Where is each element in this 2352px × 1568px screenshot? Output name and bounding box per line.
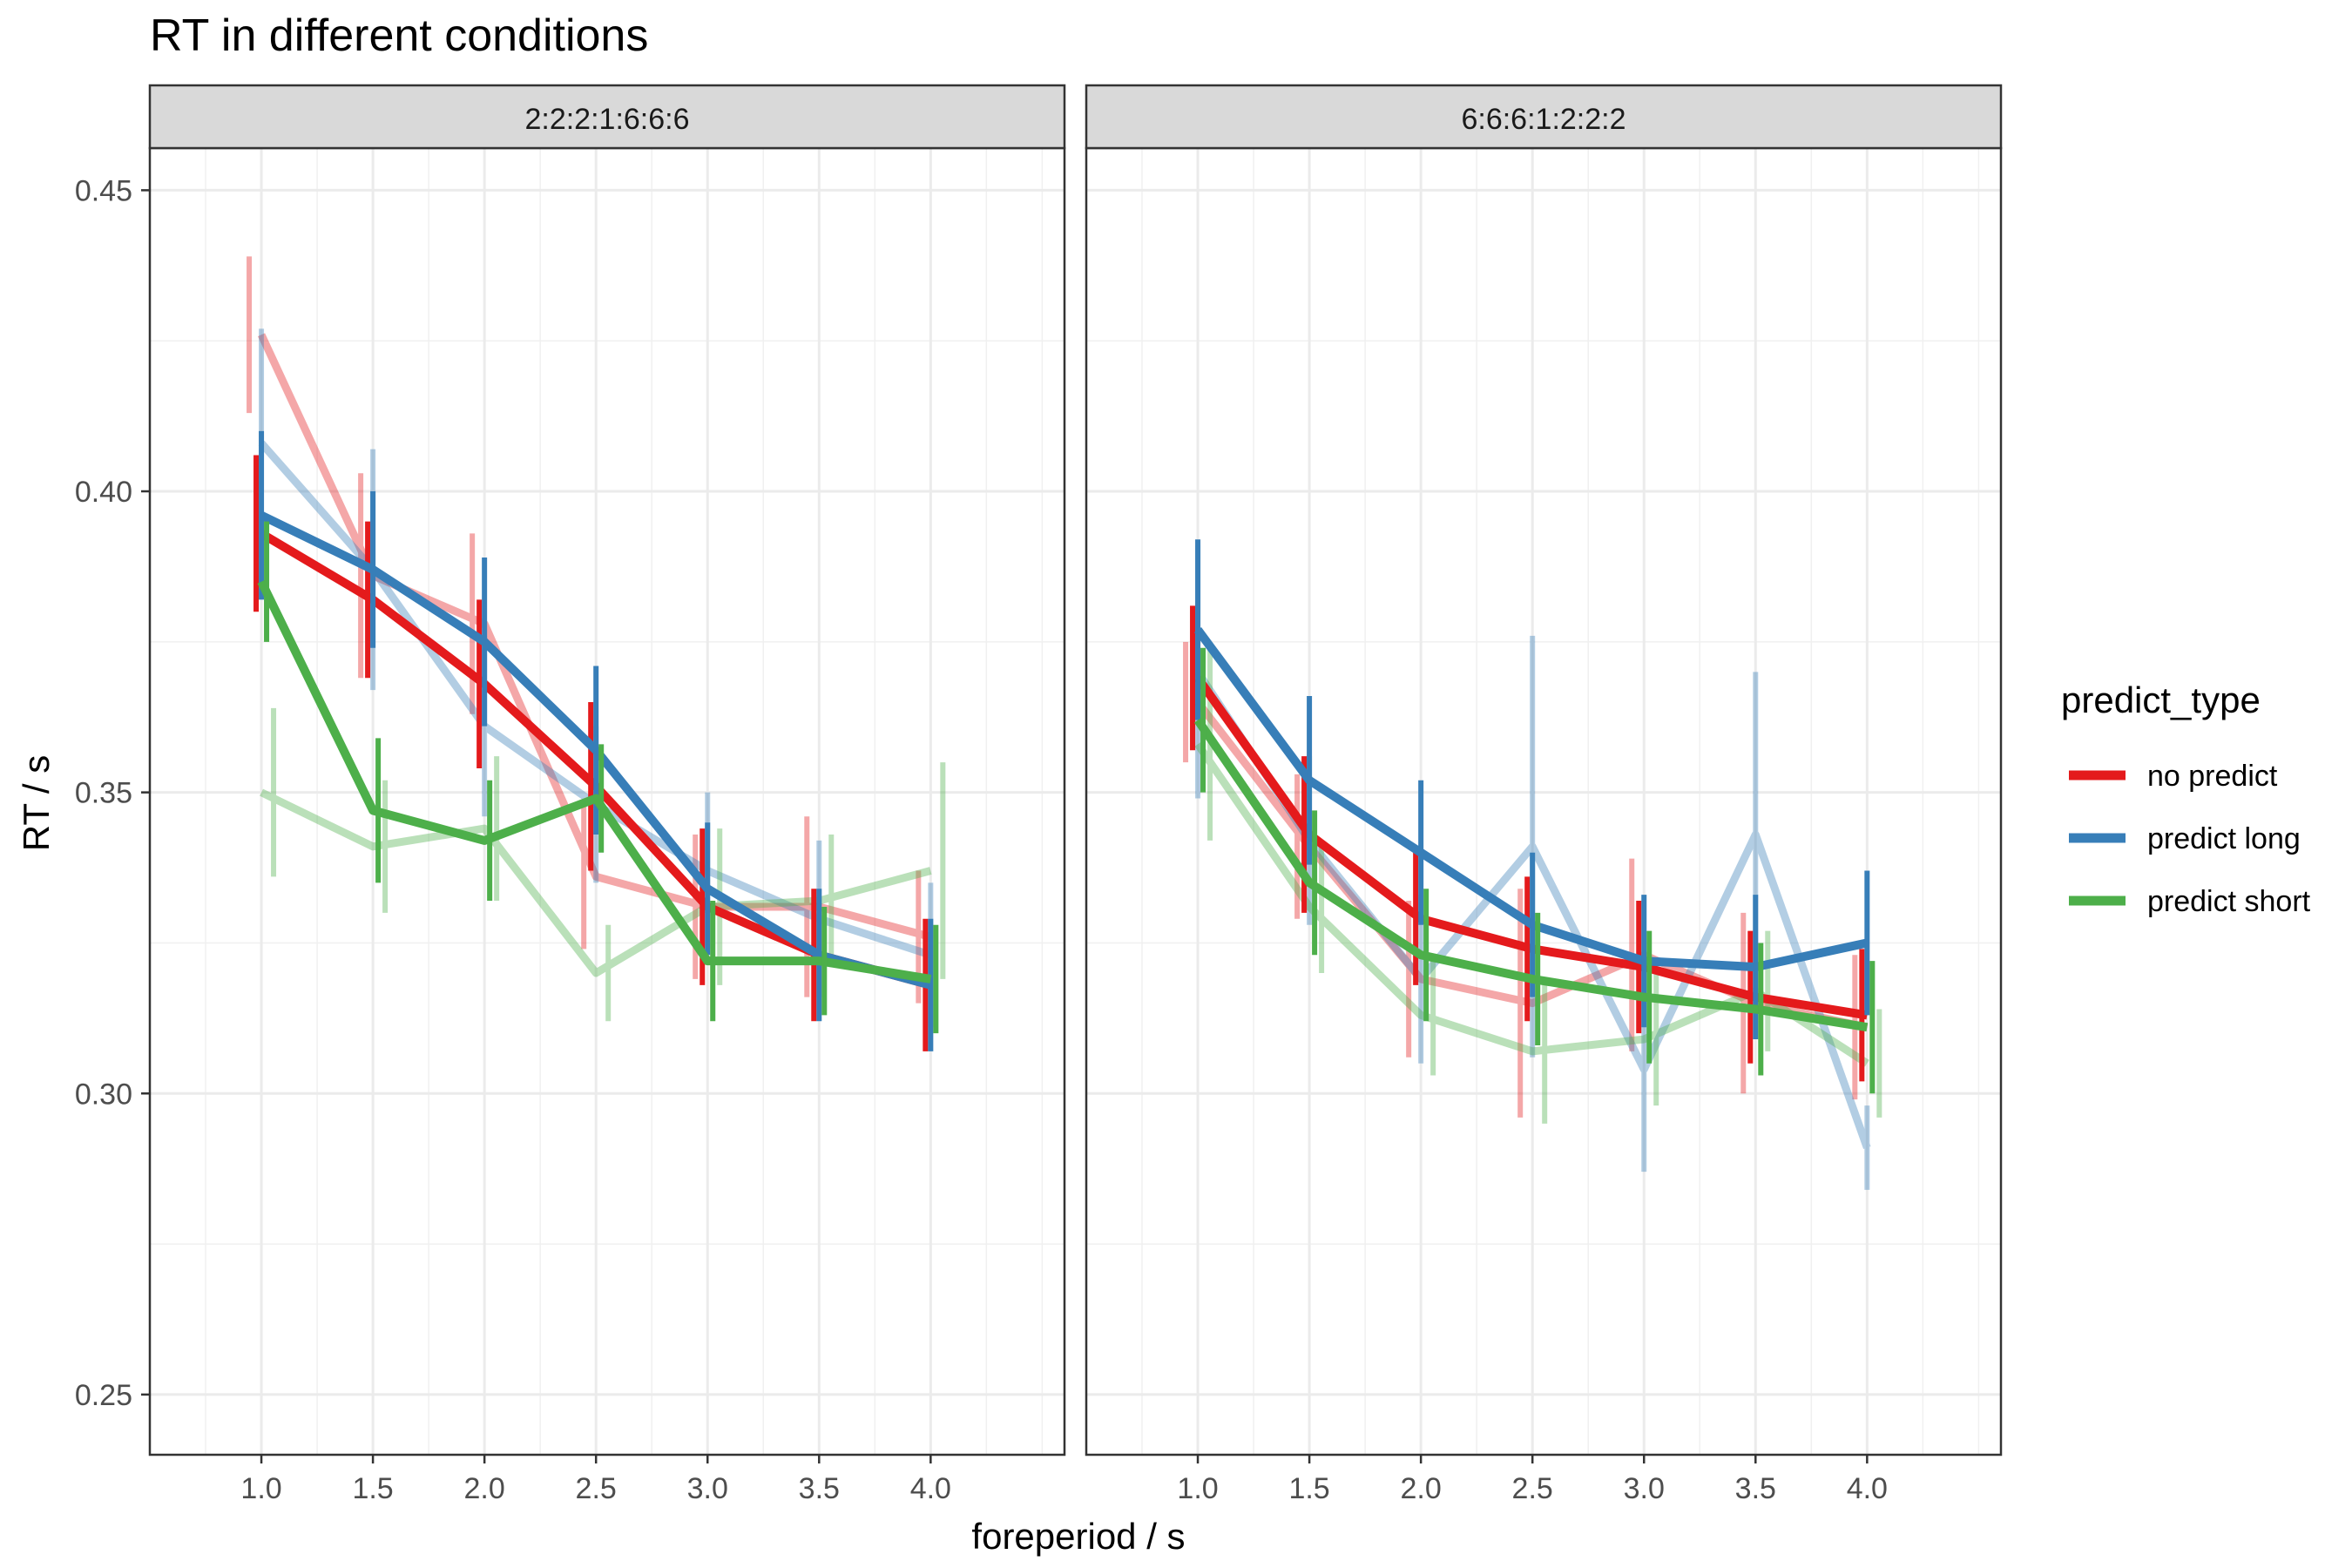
x-tick-label: 4.0: [910, 1472, 951, 1505]
y-tick-label: 0.40: [75, 476, 132, 509]
x-tick-label: 1.0: [240, 1472, 281, 1505]
y-tick-label: 0.35: [75, 777, 132, 810]
series-predict-long: [1194, 539, 1870, 1040]
series-line: [1193, 717, 1869, 1032]
legend-label: no predict: [2147, 760, 2278, 793]
legend-label: predict short: [2147, 885, 2311, 918]
x-axis-label: foreperiod / s: [971, 1516, 1185, 1557]
facet-strip: [148, 84, 1066, 150]
x-tick-label: 3.0: [1624, 1472, 1665, 1505]
x-tick-label: 4.0: [1847, 1472, 1888, 1505]
series-predict-short: [257, 521, 939, 1034]
y-tick-label: 0.25: [75, 1379, 132, 1412]
panel-background: [1086, 148, 2001, 1455]
facet-strip-label: 2:2:2:1:6:6:6: [524, 103, 689, 136]
facet-panels: 2:2:2:1:6:6:6 1.0 1.5 2.0 2.5 3.0 3.5 4.0 0.25 0.…: [75, 84, 2003, 1505]
facet-panel: 2:2:2:1:6:6:6 1.0 1.5 2.0 2.5 3.0 3.5 4.0 0.25 0.…: [75, 84, 1066, 1505]
x-tick-label: 1.5: [1288, 1472, 1329, 1505]
chart-title: RT in different conditions: [150, 10, 648, 61]
x-tick-label: 3.0: [687, 1472, 728, 1505]
series-predict-short: [1193, 647, 1876, 1094]
legend: predict_type no predict predict long predi…: [2061, 679, 2311, 918]
series-line: [257, 579, 932, 983]
x-tick-label: 3.5: [1735, 1472, 1776, 1505]
x-tick-label: 2.5: [576, 1472, 617, 1505]
facet-strip: [1085, 84, 2003, 150]
legend-title: predict_type: [2061, 679, 2261, 720]
y-tick-label: 0.45: [75, 174, 132, 207]
legend-label: predict long: [2147, 822, 2301, 855]
series-predict-long: [259, 430, 934, 1051]
x-tick-label: 1.0: [1177, 1472, 1218, 1505]
x-tick-label: 2.0: [1401, 1472, 1442, 1505]
x-tick-label: 3.5: [799, 1472, 840, 1505]
facet-strip-label: 6:6:6:1:2:2:2: [1461, 103, 1625, 136]
y-axis-label: RT / s: [16, 755, 57, 851]
x-tick-label: 1.5: [352, 1472, 393, 1505]
x-tick-label: 2.5: [1512, 1472, 1553, 1505]
y-tick-label: 0.30: [75, 1078, 132, 1111]
facet-panel: 6:6:6:1:2:2:2 1.0 1.5 2.0 2.5 3.0 3.5 4.0: [1085, 84, 2003, 1505]
x-tick-label: 2.0: [464, 1472, 505, 1505]
